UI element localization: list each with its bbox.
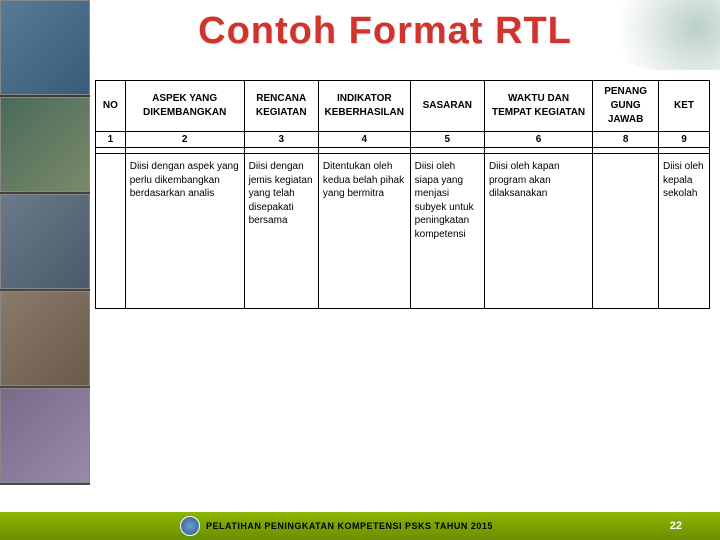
header-indikator: INDIKATOR KEBERHASILAN: [318, 81, 410, 132]
num-cell: 1: [96, 132, 126, 148]
footer-logo-icon: [180, 516, 200, 536]
header-rencana: RENCANA KEGIATAN: [244, 81, 318, 132]
desc-cell: [593, 154, 659, 309]
desc-cell: Diisi oleh kepala sekolah: [659, 154, 710, 309]
sidebar-photo: [0, 291, 90, 386]
header-aspek: ASPEK YANG DIKEMBANGKAN: [125, 81, 244, 132]
table-description-row: Diisi dengan aspek yang perlu dikembangk…: [96, 154, 710, 309]
sidebar-image-strip: [0, 0, 90, 485]
page-number: 22: [670, 520, 682, 532]
header-sasaran: SASARAN: [410, 81, 484, 132]
footer-bar: PELATIHAN PENINGKATAN KOMPETENSI PSKS TA…: [0, 512, 720, 540]
sidebar-photo: [0, 0, 90, 95]
desc-cell: Diisi oleh siapa yang menjasi subyek unt…: [410, 154, 484, 309]
header-ket: KET: [659, 81, 710, 132]
num-cell: 8: [593, 132, 659, 148]
sidebar-photo: [0, 388, 90, 483]
num-cell: 5: [410, 132, 484, 148]
slide-title: Contoh Format RTL: [95, 10, 675, 53]
table-header-row: NO ASPEK YANG DIKEMBANGKAN RENCANA KEGIA…: [96, 81, 710, 132]
desc-cell: Diisi dengan aspek yang perlu dikembangk…: [125, 154, 244, 309]
num-cell: 4: [318, 132, 410, 148]
num-cell: 6: [484, 132, 592, 148]
num-cell: 9: [659, 132, 710, 148]
sidebar-photo: [0, 97, 90, 192]
footer-text: PELATIHAN PENINGKATAN KOMPETENSI PSKS TA…: [206, 521, 493, 531]
format-table: NO ASPEK YANG DIKEMBANGKAN RENCANA KEGIA…: [95, 80, 710, 309]
desc-cell: [96, 154, 126, 309]
table-number-row: 1 2 3 4 5 6 8 9: [96, 132, 710, 148]
sidebar-photo: [0, 194, 90, 289]
desc-cell: Diisi dengan jemis kegiatan yang telah d…: [244, 154, 318, 309]
desc-cell: Diisi oleh kapan program akan dilaksanak…: [484, 154, 592, 309]
header-no: NO: [96, 81, 126, 132]
num-cell: 3: [244, 132, 318, 148]
desc-cell: Ditentukan oleh kedua belah pihak yang b…: [318, 154, 410, 309]
num-cell: 2: [125, 132, 244, 148]
header-penanggung: PENANG GUNG JAWAB: [593, 81, 659, 132]
header-waktu: WAKTU DAN TEMPAT KEGIATAN: [484, 81, 592, 132]
